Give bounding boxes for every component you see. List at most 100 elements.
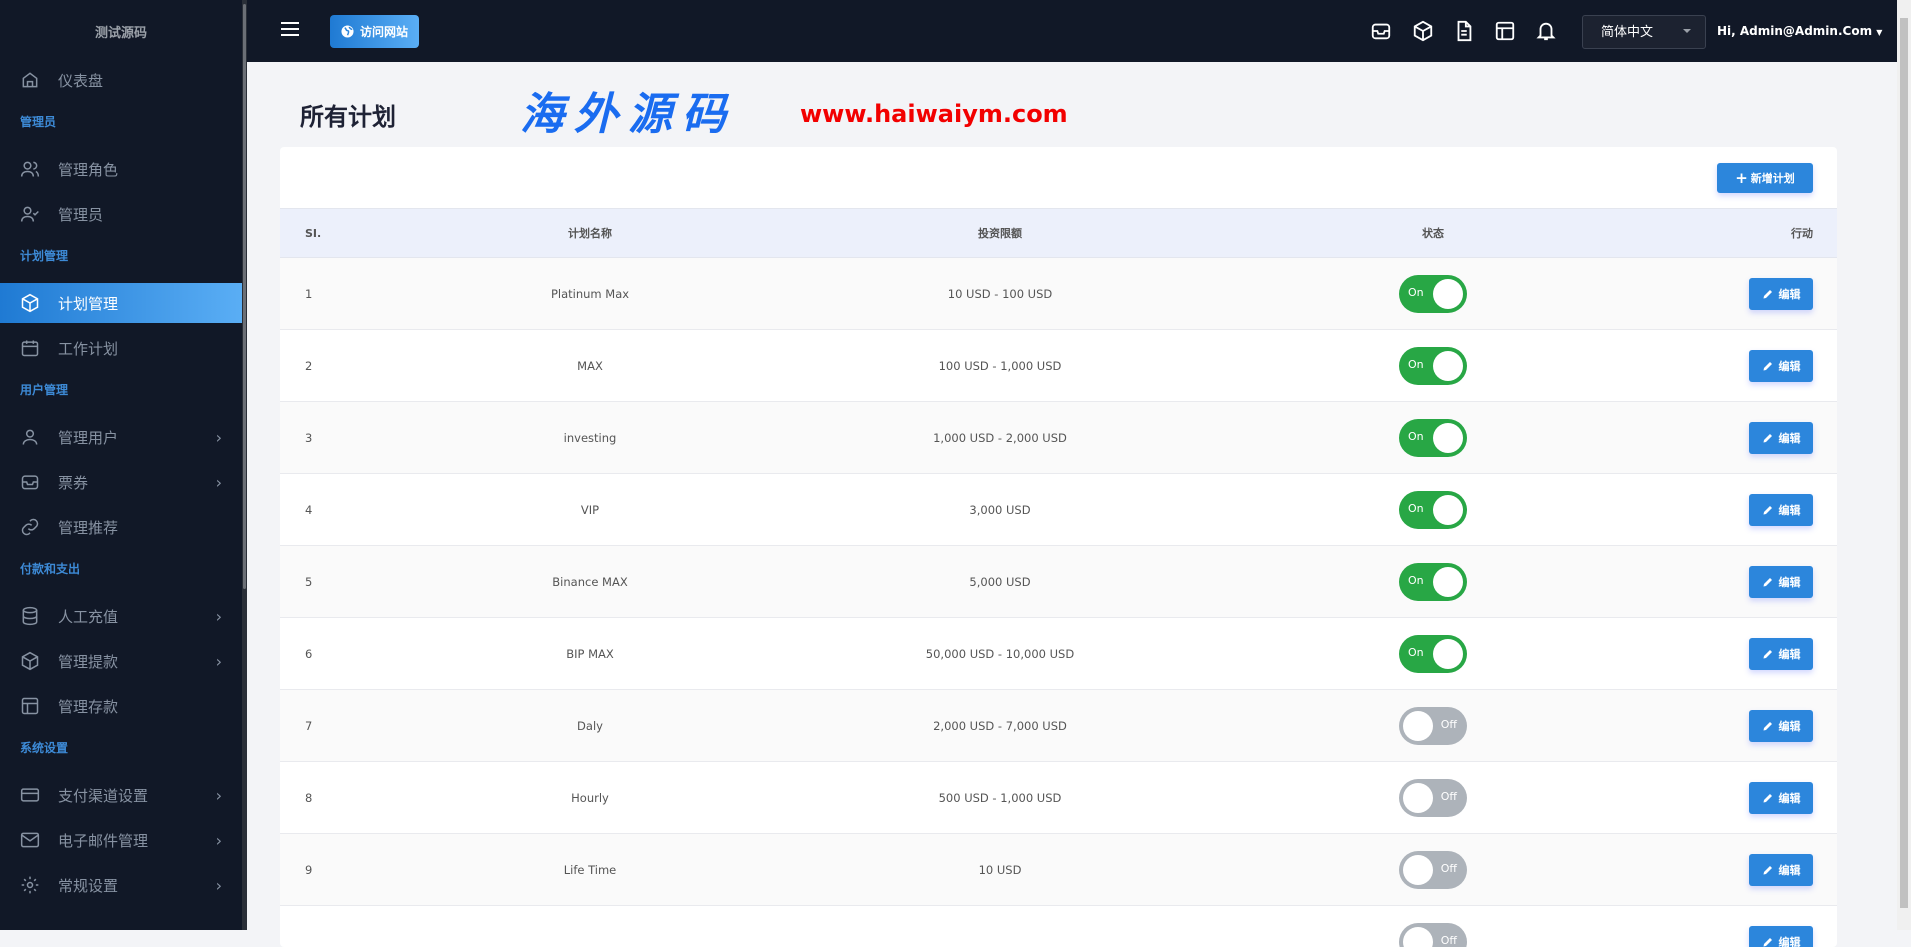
user-check-icon [20,204,40,224]
status-label: Off [1441,790,1457,803]
table-row: 7 Daly 2,000 USD - 7,000 USD Off 编辑 [280,690,1837,762]
sidebar-item[interactable]: 票券› [0,462,242,502]
edit-button[interactable]: 编辑 [1749,782,1813,814]
pencil-icon [1762,432,1774,444]
sidebar-item[interactable]: 工作计划 [0,328,242,368]
layout-icon[interactable] [1494,20,1516,42]
watermark-logo: 海外源码 [520,78,736,142]
inbox-icon[interactable] [1370,20,1392,42]
status-toggle[interactable]: On [1399,275,1467,313]
table-row: 6 BIP MAX 50,000 USD - 10,000 USD On 编辑 [280,618,1837,690]
cell-name: MAX [440,330,740,401]
add-plan-button[interactable]: +新增计划 [1717,163,1813,193]
status-toggle[interactable]: On [1399,635,1467,673]
sidebar-item[interactable]: 管理提款› [0,641,242,681]
topbar: 访问网站 简体中文 Hi, Admin@Admin.Com ▼ [247,0,1897,62]
box-icon [20,293,40,313]
cell-name: Daly [440,690,740,761]
sidebar-item-label: 管理推荐 [58,517,118,538]
page-scrollbar[interactable] [1897,0,1911,930]
edit-button[interactable]: 编辑 [1749,494,1813,526]
status-label: On [1408,358,1424,371]
edit-label: 编辑 [1779,430,1801,446]
sidebar-item[interactable]: 管理存款 [0,686,242,726]
sidebar-item[interactable]: 常规设置› [0,865,242,905]
sidebar-item[interactable]: 管理推荐 [0,507,242,547]
sidebar-item[interactable]: 人工充值› [0,596,242,636]
sidebar-item[interactable]: 电子邮件管理› [0,820,242,860]
status-label: Off [1441,862,1457,875]
table-row: 5 Binance MAX 5,000 USD On 编辑 [280,546,1837,618]
edit-button[interactable]: 编辑 [1749,638,1813,670]
chevron-right-icon: › [216,607,222,626]
edit-button[interactable]: 编辑 [1749,278,1813,310]
edit-button[interactable]: 编辑 [1749,566,1813,598]
sidebar-scrollbar[interactable] [242,0,247,930]
header-name: 计划名称 [440,209,740,257]
status-toggle[interactable]: Off [1399,779,1467,817]
visit-site-button[interactable]: 访问网站 [330,15,419,48]
menu-toggle-icon[interactable] [281,22,299,36]
chevron-right-icon: › [216,831,222,850]
edit-label: 编辑 [1779,934,1801,947]
cell-limit [820,906,1180,947]
box-icon[interactable] [1412,20,1434,42]
sidebar-item[interactable]: 计划管理 [0,283,242,323]
edit-button[interactable]: 编辑 [1749,854,1813,886]
cell-si: 5 [305,546,312,617]
file-icon[interactable] [1453,20,1475,42]
cell-si: 1 [305,258,312,329]
chevron-right-icon: › [216,473,222,492]
status-toggle[interactable]: Off [1399,707,1467,745]
table-row: 8 Hourly 500 USD - 1,000 USD Off 编辑 [280,762,1837,834]
brand-title: 测试源码 [0,22,242,41]
edit-button[interactable]: 编辑 [1749,710,1813,742]
pencil-icon [1762,720,1774,732]
mail-icon [20,830,40,850]
status-toggle[interactable]: On [1399,419,1467,457]
sidebar-item[interactable]: 管理角色 [0,149,242,189]
edit-label: 编辑 [1779,862,1801,878]
sidebar-section-label: 付款和支出 [20,560,80,577]
sidebar-section-label: 用户管理 [20,381,68,398]
bell-icon[interactable] [1535,20,1557,42]
table-row: 3 investing 1,000 USD - 2,000 USD On 编辑 [280,402,1837,474]
status-toggle[interactable]: Off [1399,851,1467,889]
sidebar-item[interactable]: 仪表盘 [0,60,242,100]
user-menu[interactable]: Hi, Admin@Admin.Com ▼ [1717,24,1882,38]
cell-name: Life Time [440,834,740,905]
edit-button[interactable]: 编辑 [1749,926,1813,947]
status-label: Off [1441,934,1457,947]
cell-si: 3 [305,402,312,473]
layout-icon [20,696,40,716]
language-select[interactable]: 简体中文 [1582,15,1706,49]
pencil-icon [1762,936,1774,947]
status-toggle[interactable]: On [1399,563,1467,601]
sidebar-section-label: 系统设置 [20,739,68,756]
sidebar-item[interactable]: 管理用户› [0,417,242,457]
status-label: On [1408,430,1424,443]
cell-name: investing [440,402,740,473]
plus-icon: + [1735,169,1748,187]
page-title: 所有计划 [300,97,396,132]
pencil-icon [1762,288,1774,300]
status-toggle[interactable]: Off [1399,923,1467,947]
pencil-icon [1762,864,1774,876]
cell-name: VIP [440,474,740,545]
sidebar-item[interactable]: 管理员 [0,194,242,234]
status-toggle[interactable]: On [1399,491,1467,529]
table-header: SI. 计划名称 投资限额 状态 行动 [280,208,1837,258]
sidebar-item-label: 管理角色 [58,159,118,180]
sidebar-item-label: 管理用户 [58,427,118,448]
cell-limit: 10 USD [820,834,1180,905]
status-toggle[interactable]: On [1399,347,1467,385]
edit-button[interactable]: 编辑 [1749,350,1813,382]
sidebar-item[interactable]: 支付渠道设置› [0,775,242,815]
user-greeting: Hi, Admin@Admin.Com [1717,24,1872,38]
box-icon [20,651,40,671]
header-si: SI. [305,209,321,257]
add-plan-label: 新增计划 [1751,170,1795,186]
cell-si: 8 [305,762,312,833]
edit-button[interactable]: 编辑 [1749,422,1813,454]
sidebar-item-label: 管理存款 [58,696,118,717]
